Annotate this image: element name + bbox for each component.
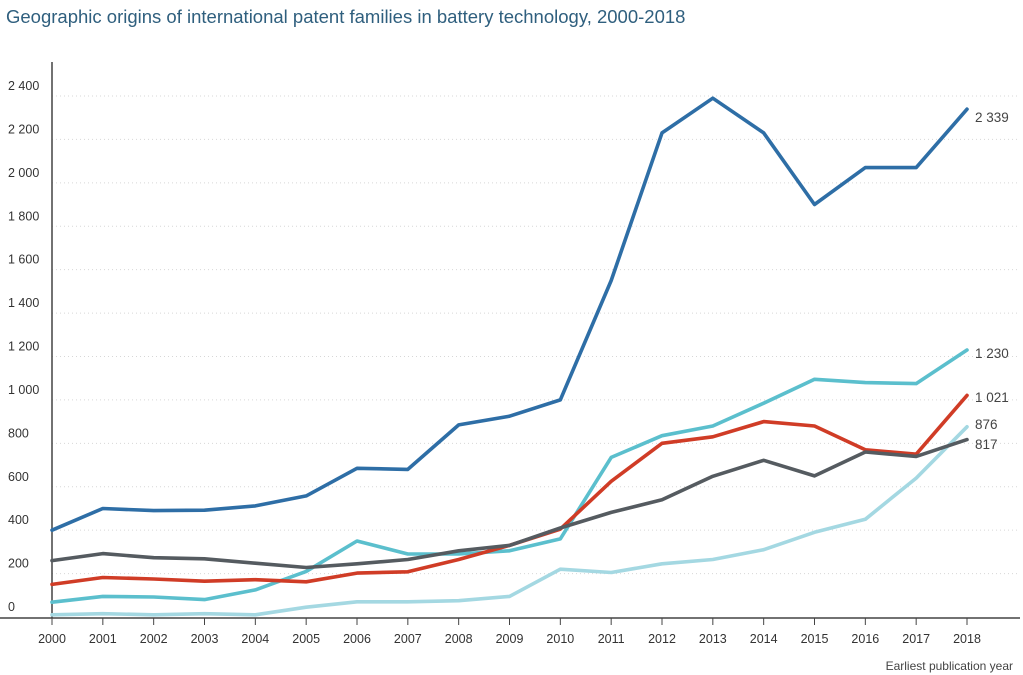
series-end-label: 1 230 xyxy=(975,346,1009,361)
y-tick-label: 800 xyxy=(8,426,29,440)
series-line-4 xyxy=(50,424,969,617)
x-axis-label: Earliest publication year xyxy=(886,659,1013,673)
y-tick-label: 1 800 xyxy=(8,209,39,223)
axes xyxy=(0,62,1020,619)
x-tick-label: 2017 xyxy=(902,632,930,646)
series-end-label: 1 021 xyxy=(975,390,1009,405)
series-line-3 xyxy=(50,393,969,587)
x-tick-label: 2016 xyxy=(851,632,879,646)
series-end-label: 876 xyxy=(975,417,998,432)
x-tick-label: 2008 xyxy=(445,632,473,646)
y-tick-label: 200 xyxy=(8,557,29,571)
series-line-5 xyxy=(50,437,969,570)
series-end-label: 2 339 xyxy=(975,110,1009,125)
x-tick-label: 2004 xyxy=(241,632,269,646)
y-tick-label: 1 000 xyxy=(8,383,39,397)
x-tick-label: 2011 xyxy=(598,632,625,646)
x-tick-label: 2018 xyxy=(953,632,981,646)
series-end-label: 817 xyxy=(975,437,998,452)
y-tick-label: 1 600 xyxy=(8,253,39,267)
x-tick-label: 2012 xyxy=(648,632,676,646)
grid-lines xyxy=(52,95,1018,575)
y-tick-label: 0 xyxy=(8,600,15,614)
y-tick-label: 2 400 xyxy=(8,79,39,93)
y-tick-label: 600 xyxy=(8,470,29,484)
x-tick-label: 2002 xyxy=(140,632,168,646)
y-tick-label: 400 xyxy=(8,513,29,527)
x-tick-label: 2007 xyxy=(394,632,422,646)
series-lines xyxy=(50,96,969,617)
x-tick-label: 2001 xyxy=(89,632,117,646)
x-axis-ticks: 2000 2001 2002 2003 2004 2005 2006 2007 2008 2009… xyxy=(38,618,981,646)
chart-title: Geographic origins of international pate… xyxy=(6,6,686,27)
x-tick-label: 2000 xyxy=(38,632,66,646)
x-tick-label: 2005 xyxy=(292,632,320,646)
x-tick-label: 2013 xyxy=(699,632,727,646)
x-tick-label: 2015 xyxy=(801,632,829,646)
x-tick-label: 2006 xyxy=(343,632,371,646)
x-tick-label: 2009 xyxy=(496,632,524,646)
y-tick-label: 2 000 xyxy=(8,166,39,180)
end-labels: 2 339 1 230 1 021 876 817 xyxy=(975,110,1009,452)
y-tick-label: 1 200 xyxy=(8,340,39,354)
series-line-1 xyxy=(50,96,969,533)
x-tick-label: 2003 xyxy=(191,632,219,646)
y-tick-label: 2 200 xyxy=(8,122,39,136)
y-axis-ticks: 0 200 400 600 800 1 000 1 200 1 400 1 600 1 800 2 … xyxy=(8,79,39,614)
x-tick-label: 2014 xyxy=(750,632,778,646)
y-tick-label: 1 400 xyxy=(8,296,39,310)
series-line-2 xyxy=(50,348,969,605)
x-tick-label: 2010 xyxy=(546,632,574,646)
